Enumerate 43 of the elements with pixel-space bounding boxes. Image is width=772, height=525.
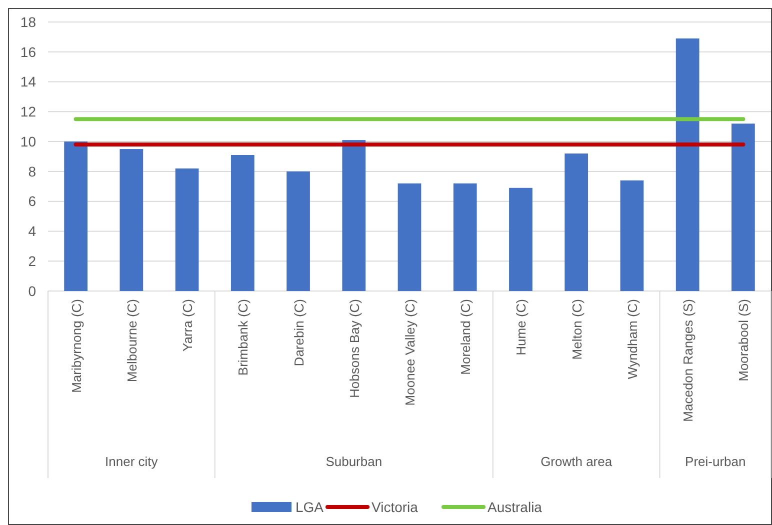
x-tick-label: Brimbank (C) — [236, 299, 251, 376]
text: Prei-urban — [685, 454, 746, 469]
y-tick-label: 16 — [20, 44, 36, 60]
x-tick-label: Darebin (C) — [291, 299, 306, 366]
bar — [64, 142, 88, 291]
x-tick-label: Yarra (C) — [180, 299, 196, 352]
x-tick-label: Hobsons Bay (C) — [346, 299, 362, 398]
bar — [230, 155, 254, 291]
bar — [453, 183, 477, 291]
x-tick-label: Wyndham (C) — [624, 299, 640, 380]
bar — [398, 183, 422, 291]
bar — [509, 188, 532, 291]
x-tick-label: Moonee Valley (C) — [402, 299, 418, 406]
y-tick-label: 8 — [28, 163, 36, 180]
y-tick-label: 2 — [28, 253, 36, 270]
x-tick-label: Maribyrnong (C) — [68, 299, 84, 393]
y-tick-label: 4 — [28, 223, 36, 240]
text: Inner city — [105, 454, 158, 469]
legend-label: LGA — [296, 498, 324, 515]
legend-label: Victoria — [372, 498, 418, 515]
text: Suburban — [326, 454, 382, 469]
bar — [120, 149, 144, 291]
x-tick-label: Moreland (C) — [458, 299, 474, 375]
y-tick-label: 10 — [20, 133, 36, 150]
text: Growth area — [540, 454, 613, 469]
legend-label: Australia — [488, 498, 542, 515]
x-tick-label: Melton (C) — [569, 299, 584, 360]
bar — [564, 154, 588, 291]
bar — [286, 171, 310, 291]
y-tick-label: 12 — [20, 104, 36, 120]
y-tick-label: 6 — [28, 193, 36, 210]
y-tick-label: 0 — [28, 282, 36, 299]
x-tick-label: Moorabool (S) — [736, 299, 752, 382]
bar — [175, 168, 199, 291]
x-tick-label: Macedon Ranges (S) — [680, 299, 696, 422]
x-tick-label: Hume (C) — [514, 299, 529, 356]
x-tick-label: Melbourne (C) — [124, 299, 140, 382]
bar — [620, 180, 644, 291]
y-tick-label: 18 — [20, 14, 36, 30]
bar — [732, 124, 755, 291]
bar — [342, 140, 366, 291]
bar — [676, 38, 700, 291]
y-tick-label: 14 — [20, 74, 36, 90]
